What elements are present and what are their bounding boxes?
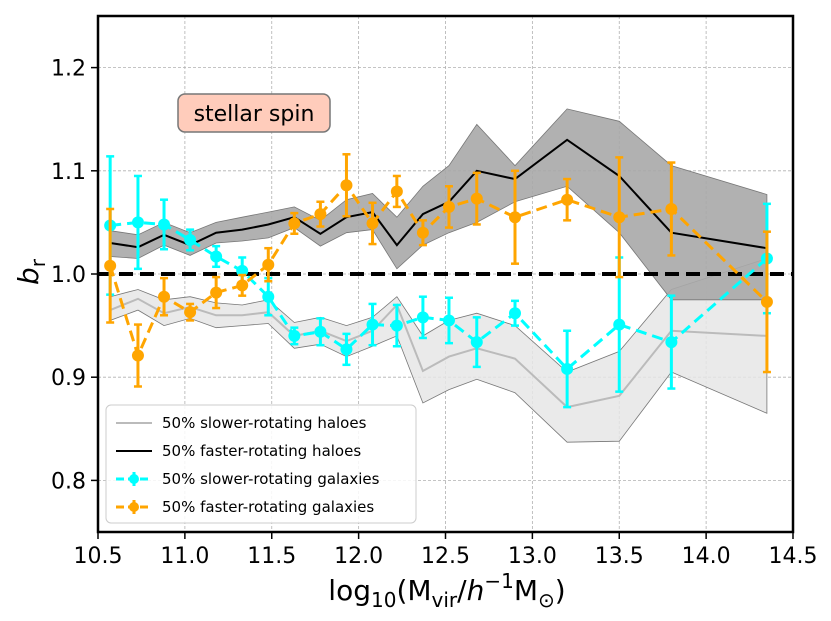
fast-galaxy-point [262,258,275,271]
slow-galaxy-point [131,216,144,229]
slow-galaxy-point [442,314,455,327]
legend-label: 50% faster-rotating haloes [162,442,361,460]
y-tick-label: 0.9 [51,366,86,391]
legend-label: 50% slower-rotating haloes [162,414,367,432]
annotation-box [177,93,331,133]
fast-galaxy-point [509,211,521,224]
slow-galaxy-point [613,318,626,331]
halo-bands [109,108,768,443]
fast-galaxy-point [416,226,429,239]
galaxy-series [104,153,773,409]
x-tick-label: 14.0 [682,544,731,569]
fast-galaxy-point [210,286,223,299]
fast-galaxy-point [314,208,327,221]
x-tick-label: 12.5 [421,544,470,569]
x-axis-title: log10(Mvir/h−1M⊙) [328,569,565,612]
slow-galaxy-point [184,233,197,246]
legend-box [105,404,417,524]
fast-galaxy-point [104,259,117,272]
slow-galaxy-point [314,325,327,338]
x-tick-label: 12.0 [334,544,383,569]
legend-swatch-marker [129,502,139,512]
fast-galaxy-point [665,202,678,215]
slow-galaxy-point [262,290,275,303]
fast-galaxy-point [561,193,574,206]
x-tick-label: 13.5 [595,544,644,569]
legend-label: 50% slower-rotating galaxies [162,470,380,488]
axis-ticks: 10.5 11.0 11.5 12.0 12.5 13.0 13.5 14.0 14.5 0.8 0… [51,57,817,569]
x-tick-label: 14.5 [769,544,818,569]
slow-galaxy-point [210,250,223,263]
slow-halo-band [109,257,768,443]
fast-galaxy-point [366,217,379,230]
slow-galaxy-point [509,307,521,320]
slow-galaxy-point [288,329,301,342]
y-tick-label: 1.1 [51,160,86,185]
y-tick-label: 0.8 [51,469,86,494]
y-tick-label: 1.0 [51,263,86,288]
legend: 50% slower-rotating haloes 50% faster-rot… [105,404,417,524]
fast-galaxy-point [613,211,626,224]
annotation: stellar spin [177,93,331,133]
fast-galaxy-point [760,295,773,308]
slow-galaxy-point [158,218,171,231]
x-tick-label: 10.5 [74,544,123,569]
slow-galaxy-point [390,319,403,332]
fast-galaxy-point [340,179,353,192]
y-tick-label: 1.2 [51,57,86,82]
x-tick-label: 13.0 [508,544,557,569]
x-tick-label: 11.5 [247,544,296,569]
x-tick-label: 11.0 [160,544,209,569]
slow-galaxy-point [561,362,574,375]
slow-galaxy-point [366,318,379,331]
fast-galaxy-point [158,290,171,303]
y-axis-label: br [12,258,50,285]
legend-swatch-marker [129,474,139,484]
legend-label: 50% faster-rotating galaxies [162,498,374,516]
slow-galaxy-point [470,336,483,349]
fast-galaxy-point [184,306,197,319]
fast-galaxy-point [470,192,483,205]
slow-galaxy-point [416,311,429,324]
fast-galaxy-point [288,217,301,230]
fast-galaxy-point [131,349,144,362]
slow-galaxy-point [665,336,678,349]
fast-galaxy-point [390,185,403,198]
y-axis-title: br [12,258,50,285]
x-axis-label: log10(Mvir/h−1M⊙) [328,569,565,612]
annotation-text: stellar spin [194,102,315,127]
fast-galaxy-point [442,200,455,213]
slow-galaxy-point [340,343,353,356]
fast-galaxy-point [236,279,249,292]
